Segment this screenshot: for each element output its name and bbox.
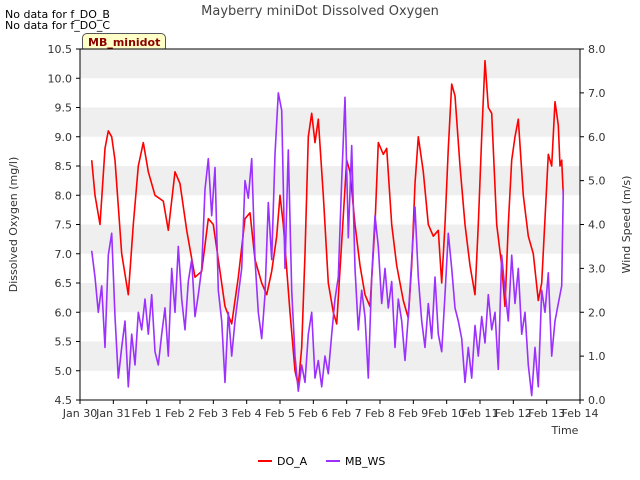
y-tick-label: 10.5 [48,43,73,56]
y2-tick-label: 7.0 [588,87,606,100]
y2-tick-label: 8.0 [588,43,606,56]
y2-tick-label: 2.0 [588,306,606,319]
y-tick-label: 6.5 [55,277,73,290]
y-axis-label: Dissolved Oxygen (mg/l) [7,157,20,292]
y2-tick-label: 0.0 [588,394,606,407]
no-data-note-do-b: No data for f_DO_B [5,8,110,21]
x-tick-label: Feb 8 [365,407,395,420]
series-line-mb-ws [90,92,565,397]
y2-tick-label: 5.0 [588,175,606,188]
x-tick-label: Feb 10 [428,407,465,420]
y-tick-label: 4.5 [55,394,73,407]
x-tick-label: Feb 11 [462,407,499,420]
y2-tick-label: 1.0 [588,350,606,363]
y-tick-label: 7.0 [55,248,73,261]
y2-axis-label: Wind Speed (m/s) [620,176,633,274]
x-tick-label: Feb 9 [398,407,428,420]
y-tick-label: 5.5 [55,336,73,349]
y-tick-label: 7.5 [55,219,73,232]
site-tag: MB_minidot [82,33,167,52]
series-line-do-a [90,59,565,387]
y2-tick-label: 3.0 [588,262,606,275]
x-tick-label: Feb 2 [165,407,195,420]
legend-label: MB_WS [345,455,385,468]
grid-band [80,49,580,79]
x-tick-label: Feb 6 [298,407,328,420]
grid-band [80,166,580,196]
x-tick-label: Feb 14 [562,407,599,420]
x-tick-label: Feb 12 [495,407,532,420]
y-tick-label: 9.5 [55,102,73,115]
chart-title: Mayberry miniDot Dissolved Oxygen [201,4,439,19]
x-tick-label: Feb 4 [232,407,262,420]
y-tick-label: 8.5 [55,160,73,173]
y-tick-label: 9.0 [55,131,73,144]
grid-band [80,107,580,137]
x-tick-label: Jan 30 [62,407,97,420]
no-data-note-do-c: No data for f_DO_C [5,19,111,32]
x-tick-label: Feb 3 [198,407,228,420]
x-tick-label: Feb 13 [528,407,565,420]
y2-tick-label: 4.0 [588,219,606,232]
x-tick-label: Feb 1 [132,407,162,420]
grid-band [80,224,580,254]
y-tick-label: 5.0 [55,365,73,378]
y-tick-label: 6.0 [55,306,73,319]
y2-tick-label: 6.0 [588,131,606,144]
x-axis-label: Time [551,424,579,437]
y-tick-label: 8.0 [55,189,73,202]
y-tick-label: 10.0 [48,72,73,85]
legend-label: DO_A [277,455,308,468]
x-tick-label: Jan 31 [95,407,130,420]
plot-frame [79,48,581,401]
x-tick-label: Feb 7 [332,407,362,420]
x-tick-label: Feb 5 [265,407,295,420]
